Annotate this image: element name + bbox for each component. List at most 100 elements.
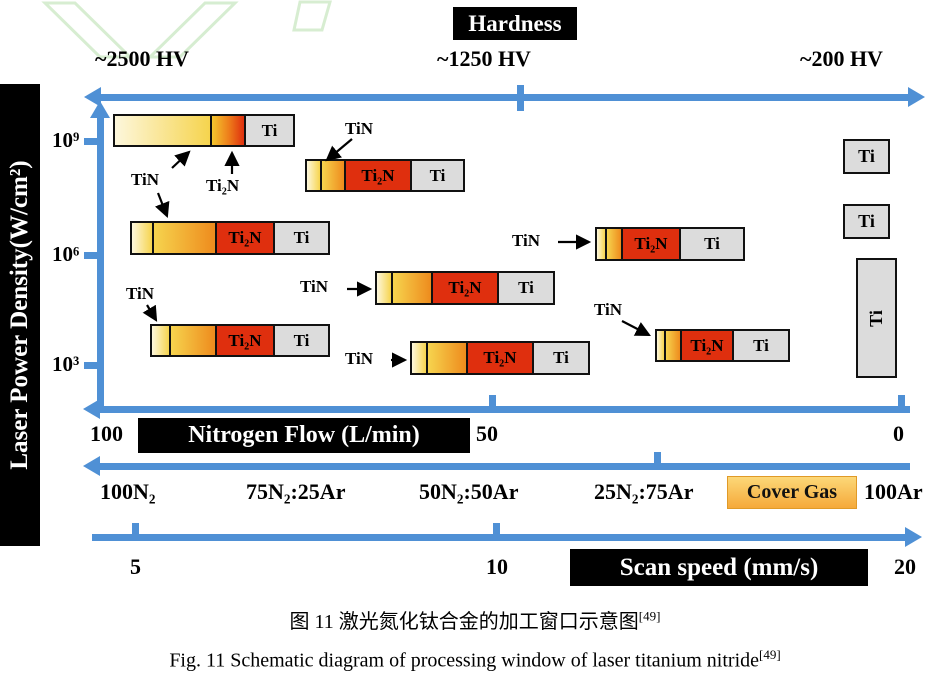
nitrogen-tick-label-0: 0 bbox=[893, 421, 904, 446]
scan-axis-tick-5 bbox=[132, 523, 139, 534]
hardness-axis-right-arrow-icon bbox=[908, 87, 925, 107]
scan-axis-line bbox=[92, 534, 905, 541]
ti-box-vertical: Ti bbox=[856, 258, 897, 378]
power-axis-bar: Laser Power Density(W/cm²) bbox=[0, 84, 40, 546]
process-window-bar-f: Ti₂N Ti bbox=[150, 324, 330, 357]
scan-axis-right-arrow-icon bbox=[905, 527, 922, 547]
gold-gradient-segment bbox=[320, 161, 344, 190]
power-axis-line bbox=[97, 118, 104, 410]
tin-label: TiN bbox=[512, 231, 541, 250]
tin-label: TiN bbox=[131, 170, 160, 189]
scan-speed-title-box: Scan speed (mm/s) bbox=[570, 549, 868, 586]
caption-zh: 图 11 激光氮化钛合金的加工窗口示意图[49] bbox=[0, 605, 950, 634]
scan-tick-label-20: 20 bbox=[894, 554, 916, 579]
caption-en-text: Fig. 11 Schematic diagram of processing … bbox=[169, 649, 759, 672]
gold-gradient-segment bbox=[391, 273, 431, 303]
pale-gradient-segment bbox=[132, 223, 152, 253]
tin-label: TiN bbox=[126, 284, 155, 303]
nitrogen-tick-label-100: 100 bbox=[90, 421, 123, 446]
scan-tick-label-10: 10 bbox=[486, 554, 508, 579]
ti-segment: Ti bbox=[273, 326, 328, 355]
nitrogen-axis-line bbox=[100, 406, 910, 413]
ti-segment: Ti bbox=[679, 229, 743, 259]
ti-segment: Ti bbox=[497, 273, 553, 303]
process-window-bar-c: Ti₂N Ti bbox=[130, 221, 330, 255]
cover-gas-tick-label-50n2: 50N₂:50Ar bbox=[419, 479, 519, 504]
process-window-bar-h: Ti₂N Ti bbox=[655, 329, 790, 362]
ti2n-label: Ti₂N bbox=[206, 176, 240, 195]
nitrogen-axis-tick-0 bbox=[898, 395, 905, 406]
ti2n-segment: Ti₂N bbox=[680, 331, 732, 360]
pale-gradient-segment bbox=[115, 116, 210, 145]
power-tick-label-10e3: 10³ bbox=[52, 352, 80, 376]
cover-gas-axis-tick bbox=[654, 452, 661, 463]
caption-en-ref: [49] bbox=[759, 647, 781, 662]
nitrogen-flow-title-box: Nitrogen Flow (L/min) bbox=[138, 418, 470, 453]
gold-gradient-segment bbox=[426, 343, 466, 373]
caption-en: Fig. 11 Schematic diagram of processing … bbox=[0, 647, 950, 673]
ti-box: Ti bbox=[843, 204, 890, 239]
pale-gradient-segment bbox=[377, 273, 391, 303]
pale-gradient-segment bbox=[152, 326, 169, 355]
scan-axis-tick-10 bbox=[493, 523, 500, 534]
gold-gradient-segment bbox=[664, 331, 680, 360]
hardness-axis-line bbox=[101, 94, 908, 101]
ti2n-segment: Ti₂N bbox=[431, 273, 497, 303]
power-axis-up-arrow-icon bbox=[90, 101, 110, 118]
pale-gradient-segment bbox=[657, 331, 664, 360]
tin-label: TiN bbox=[345, 349, 374, 368]
scan-tick-label-5: 5 bbox=[130, 554, 141, 579]
nitrogen-axis-tick-50 bbox=[489, 395, 496, 406]
pale-gradient-segment bbox=[597, 229, 605, 259]
process-window-bar-g: Ti₂N Ti bbox=[410, 341, 590, 375]
process-window-bar-e: Ti₂N Ti bbox=[375, 271, 555, 305]
annotation-arrow bbox=[621, 320, 651, 337]
cover-gas-tick-label-25n2: 25N₂:75Ar bbox=[594, 479, 694, 504]
pale-gradient-segment bbox=[307, 161, 320, 190]
hardness-tick-label-2500: ~2500 HV bbox=[95, 46, 189, 71]
gold-gradient-segment bbox=[152, 223, 215, 253]
ti-segment: Ti bbox=[410, 161, 463, 190]
annotation-arrow bbox=[142, 304, 158, 322]
nitrogen-axis-left-arrow-icon bbox=[83, 399, 100, 419]
power-tick-label-10e9: 10⁹ bbox=[52, 128, 80, 152]
hot-gradient-segment bbox=[210, 116, 244, 145]
ti-segment: Ti bbox=[244, 116, 293, 145]
cover-gas-tick-label-100ar: 100Ar bbox=[864, 479, 923, 504]
annotation-arrow bbox=[325, 138, 353, 162]
process-window-bar-b: Ti₂N Ti bbox=[305, 159, 465, 192]
power-axis-tick-10e6 bbox=[84, 252, 97, 259]
caption-zh-ref: [49] bbox=[638, 608, 661, 624]
ti-segment: Ti bbox=[532, 343, 588, 373]
power-axis-tick-10e3 bbox=[84, 362, 97, 369]
cover-gas-title-box: Cover Gas bbox=[727, 476, 857, 509]
cover-gas-tick-label-100n2: 100N₂ bbox=[100, 479, 156, 504]
cover-gas-axis-left-arrow-icon bbox=[83, 456, 100, 476]
annotation-arrow bbox=[155, 192, 170, 219]
power-tick-label-10e6: 10⁶ bbox=[52, 242, 80, 266]
tin-label: TiN bbox=[594, 300, 623, 319]
ti-box-vertical-label: Ti bbox=[866, 309, 886, 327]
hardness-axis-center-tick bbox=[517, 85, 524, 111]
nitrogen-tick-label-50: 50 bbox=[476, 421, 498, 446]
ti2n-segment: Ti₂N bbox=[215, 223, 273, 253]
annotation-arrow bbox=[171, 150, 191, 169]
watermark-decoration bbox=[41, 0, 332, 59]
process-window-bar-a: Ti bbox=[113, 114, 295, 147]
ti2n-segment: Ti₂N bbox=[215, 326, 273, 355]
ti2n-segment: Ti₂N bbox=[621, 229, 679, 259]
gold-gradient-segment bbox=[169, 326, 215, 355]
hardness-tick-label-1250: ~1250 HV bbox=[437, 46, 531, 71]
caption-zh-text: 图 11 激光氮化钛合金的加工窗口示意图 bbox=[289, 611, 639, 633]
cover-gas-axis-line bbox=[100, 463, 910, 470]
cover-gas-tick-label-75n2: 75N₂:25Ar bbox=[246, 479, 346, 504]
ti-segment: Ti bbox=[732, 331, 788, 360]
ti2n-segment: Ti₂N bbox=[344, 161, 410, 190]
ti-segment: Ti bbox=[273, 223, 328, 253]
ti-box: Ti bbox=[843, 139, 890, 174]
hardness-axis-title: Hardness bbox=[453, 7, 577, 40]
gold-gradient-segment bbox=[605, 229, 621, 259]
power-axis-tick-10e9 bbox=[84, 138, 97, 145]
power-axis-title: Laser Power Density(W/cm²) bbox=[6, 160, 33, 470]
